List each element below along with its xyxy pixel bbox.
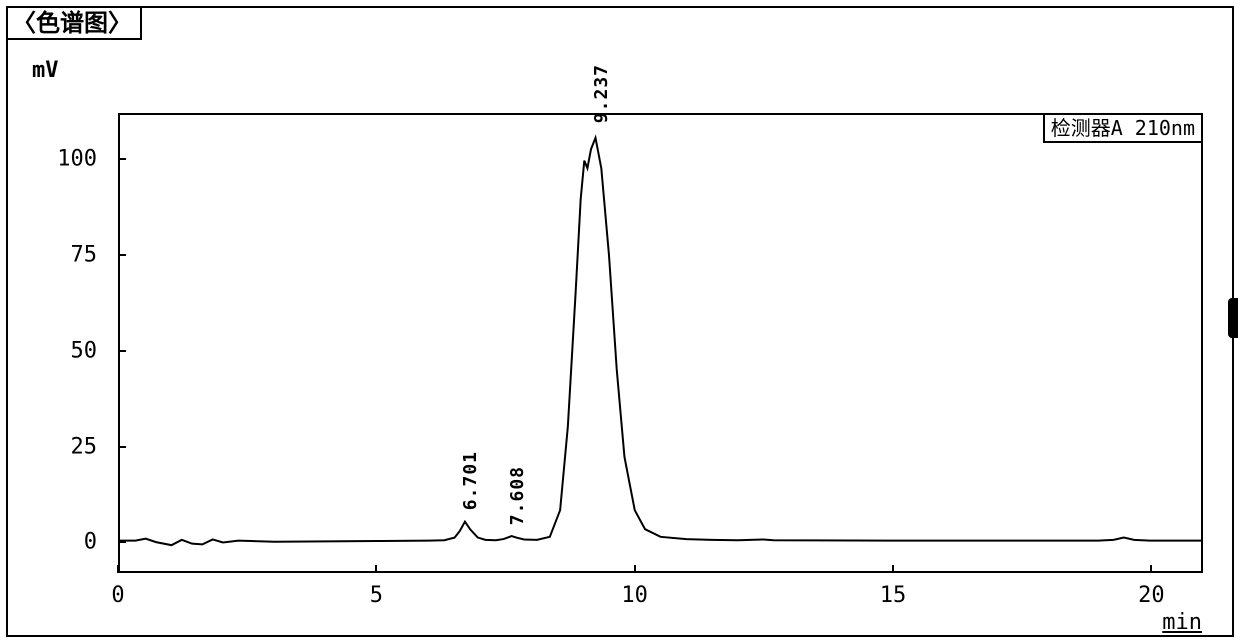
chromatogram-trace bbox=[120, 115, 1201, 571]
plot-area: 检测器A 210nm bbox=[118, 113, 1203, 573]
side-tab-icon bbox=[1228, 298, 1238, 338]
xtick-mark bbox=[892, 565, 894, 573]
xtick-label: 15 bbox=[880, 583, 907, 608]
chart-title: 〈色谱图〉 bbox=[6, 6, 142, 40]
peak-label: 6.701 bbox=[460, 451, 481, 510]
ytick-mark bbox=[118, 158, 126, 160]
y-axis-unit: mV bbox=[32, 58, 59, 83]
ytick-label: 0 bbox=[84, 530, 97, 555]
ytick-label: 100 bbox=[57, 147, 97, 172]
xtick-label: 0 bbox=[111, 583, 124, 608]
x-axis-unit: min bbox=[1162, 610, 1202, 635]
xtick-mark bbox=[117, 565, 119, 573]
xtick-mark bbox=[1150, 565, 1152, 573]
ytick-mark bbox=[118, 446, 126, 448]
ytick-label: 25 bbox=[71, 434, 98, 459]
xtick-label: 5 bbox=[370, 583, 383, 608]
chromatogram-frame: 〈色谱图〉 mV 检测器A 210nm min 0 25 50 75 100 0 5 10 15… bbox=[6, 6, 1234, 637]
peak-label: 7.608 bbox=[507, 466, 528, 525]
ytick-mark bbox=[118, 254, 126, 256]
xtick-mark bbox=[634, 565, 636, 573]
ytick-label: 50 bbox=[71, 338, 98, 363]
xtick-label: 10 bbox=[621, 583, 648, 608]
xtick-label: 20 bbox=[1138, 583, 1165, 608]
peak-label: 9.237 bbox=[591, 64, 612, 123]
ytick-mark bbox=[118, 541, 126, 543]
ytick-mark bbox=[118, 350, 126, 352]
ytick-label: 75 bbox=[71, 242, 98, 267]
xtick-mark bbox=[375, 565, 377, 573]
